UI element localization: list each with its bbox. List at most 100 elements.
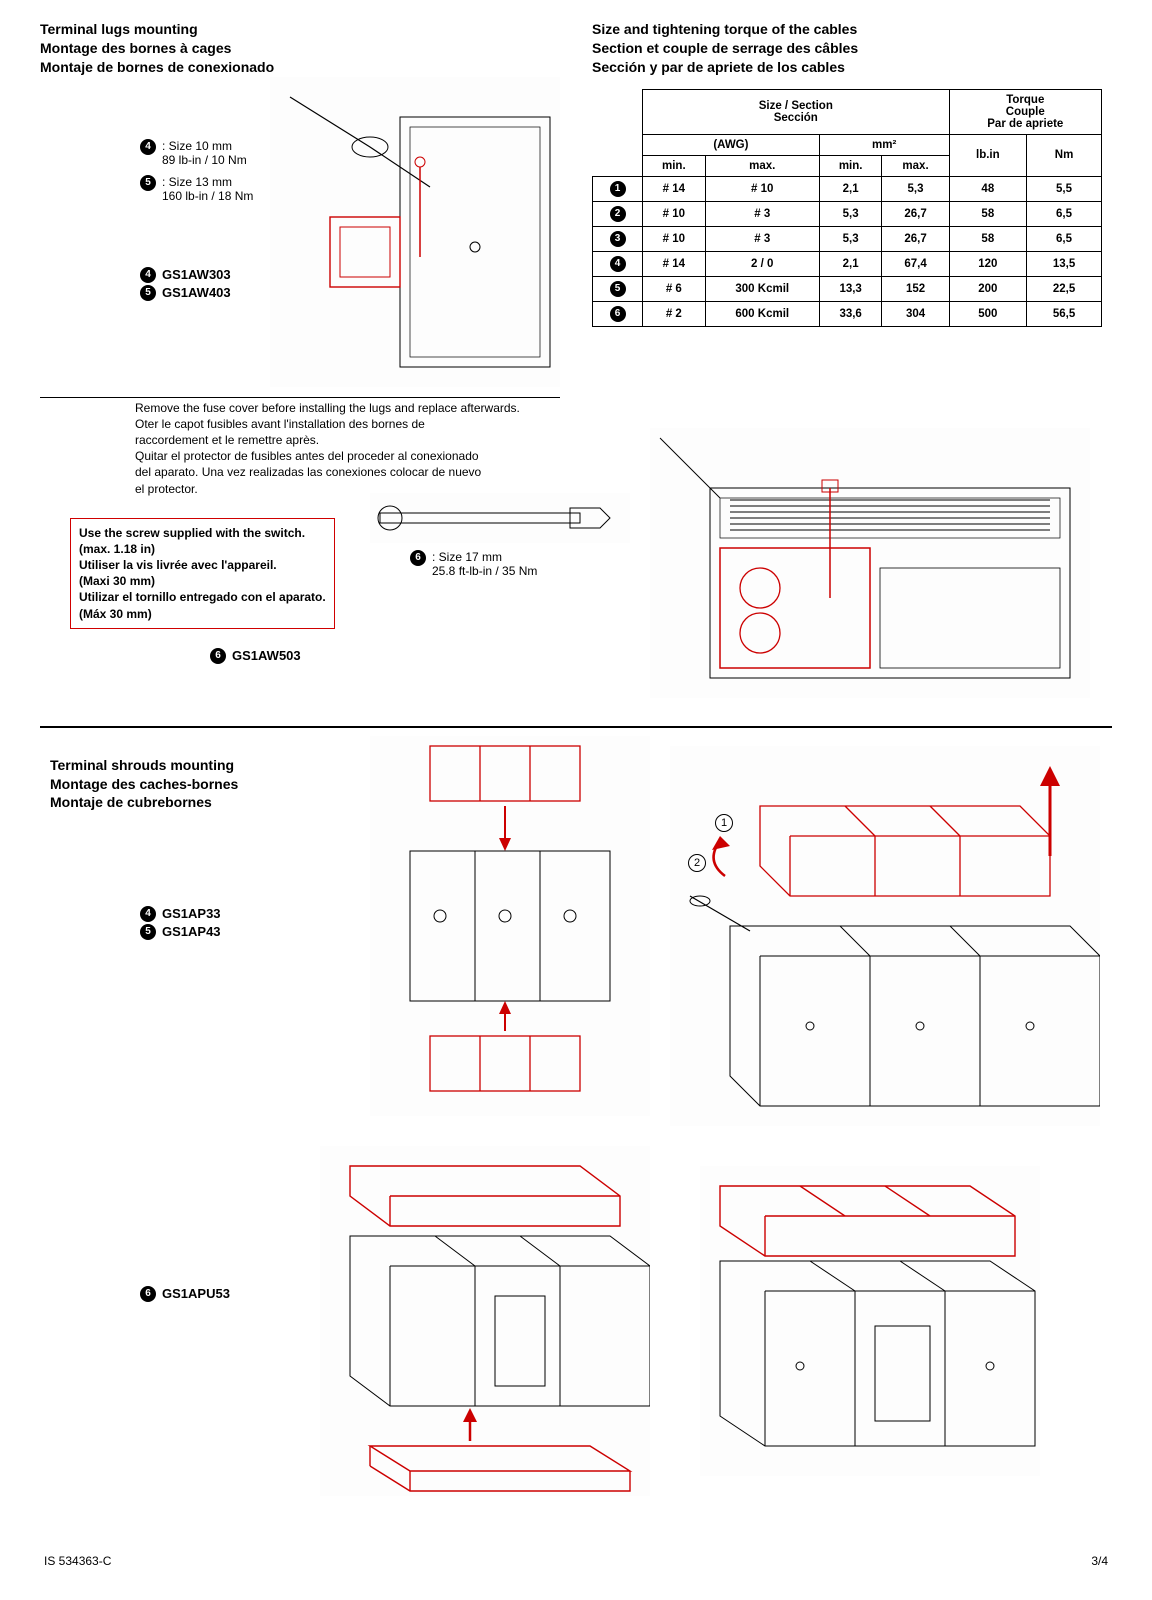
callout-5: 5 : Size 13 mm 160 lb-in / 18 Nm [140, 175, 253, 203]
heading-lugs: Terminal lugs mounting Montage des borne… [40, 20, 560, 77]
table-cell: 6,5 [1027, 201, 1102, 226]
table-row: 2# 10# 35,326,7586,5 [593, 201, 1102, 226]
step-2-icon: 2 [688, 854, 706, 872]
num-4-icon: 4 [140, 267, 156, 283]
callout-5-l2: 160 lb-in / 18 Nm [162, 189, 253, 203]
row-num-icon: 3 [610, 231, 626, 247]
table-cell: 500 [949, 301, 1026, 326]
heading-torque-es: Sección y par de apriete de los cables [592, 58, 1112, 77]
illustration-lugs-top [270, 77, 560, 387]
callout-6-l2: 25.8 ft-lb-in / 35 Nm [432, 564, 537, 578]
part-gs1aw503: GS1AW503 [232, 648, 301, 663]
illustration-shroud-2: 1 2 [670, 746, 1100, 1126]
heading-shrouds: Terminal shrouds mounting Montage des ca… [50, 756, 238, 813]
illustration-shroud-4 [700, 1166, 1040, 1476]
th-nm: Nm [1027, 134, 1102, 176]
illustration-shroud-1 [370, 736, 650, 1116]
fuse-cover-note: Remove the fuse cover before installing … [135, 400, 575, 497]
table-cell: 2,1 [819, 176, 882, 201]
table-cell: 22,5 [1027, 276, 1102, 301]
parts-list-b: 6 GS1AW503 [210, 646, 301, 666]
section-lugs-lower: Remove the fuse cover before installing … [40, 408, 1112, 708]
table-cell: 200 [949, 276, 1026, 301]
table-cell: 13,3 [819, 276, 882, 301]
footer-docid: IS 534363-C [44, 1554, 111, 1568]
section-lugs-mounting: Terminal lugs mounting Montage des borne… [40, 20, 1112, 387]
table-cell: # 6 [643, 276, 706, 301]
th-size-section-2: Sección [649, 112, 943, 124]
heading-shrouds-es: Montaje de cubrebornes [50, 793, 238, 812]
table-cell: 2,1 [819, 251, 882, 276]
row-num-icon: 1 [610, 181, 626, 197]
callout-6-l1: : Size 17 mm [432, 550, 502, 564]
table-cell: 5,5 [1027, 176, 1102, 201]
section-shrouds: Terminal shrouds mounting Montage des ca… [40, 746, 1112, 1506]
table-cell: 67,4 [882, 251, 949, 276]
callout-4-l2: 89 lb-in / 10 Nm [162, 153, 247, 167]
table-row: 5# 6300 Kcmil13,315220022,5 [593, 276, 1102, 301]
part-gs1aw403: GS1AW403 [162, 285, 231, 300]
num-6-icon: 6 [210, 648, 226, 664]
table-cell: # 3 [705, 226, 819, 251]
part-gs1aw303: GS1AW303 [162, 267, 231, 282]
th-min2: min. [819, 155, 882, 176]
th-lbin: lb.in [949, 134, 1026, 176]
table-cell: 26,7 [882, 201, 949, 226]
heading-shrouds-fr: Montage des caches-bornes [50, 775, 238, 794]
rule-thin [40, 397, 560, 398]
row-num-icon: 4 [610, 256, 626, 272]
table-cell: 26,7 [882, 226, 949, 251]
part-gs1ap43: GS1AP43 [162, 924, 221, 939]
parts-list-a: 4GS1AW303 5GS1AW403 [140, 265, 231, 303]
parts-list-shrouds-b: 6GS1APU53 [140, 1284, 230, 1304]
footer-pagenum: 3/4 [1091, 1554, 1108, 1568]
part-gs1apu53: GS1APU53 [162, 1286, 230, 1301]
table-cell: 6,5 [1027, 226, 1102, 251]
part-gs1ap33: GS1AP33 [162, 906, 221, 921]
th-size-section-1: Size / Section [649, 100, 943, 112]
table-cell: 56,5 [1027, 301, 1102, 326]
table-cell: # 10 [705, 176, 819, 201]
rule-thick [40, 726, 1112, 728]
callout-6: 6 : Size 17 mm 25.8 ft-lb-in / 35 Nm [410, 550, 537, 578]
table-cell: # 14 [643, 176, 706, 201]
table-cell: # 2 [643, 301, 706, 326]
num-4-icon: 4 [140, 139, 156, 155]
illustration-wrench [370, 493, 630, 543]
step-1-icon: 1 [715, 814, 733, 832]
table-cell: 304 [882, 301, 949, 326]
row-num-icon: 6 [610, 306, 626, 322]
th-max2: max. [882, 155, 949, 176]
table-row: 4# 142 / 02,167,412013,5 [593, 251, 1102, 276]
illustration-shroud-3 [320, 1146, 650, 1496]
table-cell: 48 [949, 176, 1026, 201]
callout-4: 4 : Size 10 mm 89 lb-in / 10 Nm [140, 139, 253, 167]
th-torque-3: Par de apriete [956, 118, 1095, 130]
heading-lugs-en: Terminal lugs mounting [40, 20, 560, 39]
th-torque-2: Couple [956, 106, 1095, 118]
table-cell: 600 Kcmil [705, 301, 819, 326]
num-4-icon: 4 [140, 906, 156, 922]
heading-shrouds-en: Terminal shrouds mounting [50, 756, 238, 775]
parts-list-shrouds-a: 4GS1AP33 5GS1AP43 [140, 904, 221, 942]
heading-torque-fr: Section et couple de serrage des câbles [592, 39, 1112, 58]
th-max1: max. [705, 155, 819, 176]
table-row: 6# 2600 Kcmil33,630450056,5 [593, 301, 1102, 326]
table-cell: # 3 [705, 201, 819, 226]
spec-table: Size / Section Sección Torque Couple Par… [592, 89, 1102, 327]
heading-torque-en: Size and tightening torque of the cables [592, 20, 1112, 39]
table-cell: 5,3 [819, 226, 882, 251]
table-cell: 58 [949, 226, 1026, 251]
table-cell: 58 [949, 201, 1026, 226]
th-awg: (AWG) [643, 134, 820, 155]
heading-torque: Size and tightening torque of the cables… [592, 20, 1112, 77]
table-cell: 13,5 [1027, 251, 1102, 276]
table-cell: 5,3 [819, 201, 882, 226]
heading-lugs-fr: Montage des bornes à cages [40, 39, 560, 58]
table-cell: 2 / 0 [705, 251, 819, 276]
num-6-icon: 6 [410, 550, 426, 566]
table-cell: # 10 [643, 226, 706, 251]
screw-warning-box: Use the screw supplied with the switch. … [70, 518, 335, 629]
callout-4-l1: : Size 10 mm [162, 139, 232, 153]
illustration-lugs-bottom [650, 428, 1090, 698]
